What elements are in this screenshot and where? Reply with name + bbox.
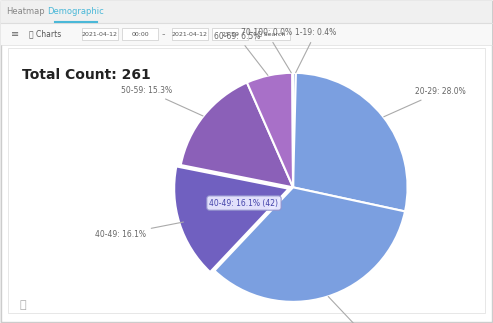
Text: 23:59: 23:59 [221, 32, 239, 36]
Text: 40-49: 16.1%: 40-49: 16.1% [95, 222, 183, 239]
Text: 1-19: 0.4%: 1-19: 0.4% [295, 28, 336, 73]
Wedge shape [181, 82, 293, 187]
Text: 20-29: 28.0%: 20-29: 28.0% [384, 87, 465, 117]
Wedge shape [293, 73, 296, 187]
Text: 40-49: 16.1% (42): 40-49: 16.1% (42) [210, 199, 279, 207]
Text: Total Count: 261: Total Count: 261 [22, 68, 151, 82]
Wedge shape [214, 187, 405, 302]
Wedge shape [174, 166, 289, 272]
Bar [172, 28, 208, 40]
Text: ⬛ Charts: ⬛ Charts [29, 29, 61, 38]
Text: 30-39: 33.7%: 30-39: 33.7% [328, 297, 390, 323]
Bar [82, 28, 118, 40]
Wedge shape [247, 73, 293, 187]
Text: 〜: 〜 [20, 300, 27, 310]
Text: Demographic: Demographic [47, 7, 104, 16]
Text: Heatmap: Heatmap [6, 7, 44, 16]
Bar [1, 23, 492, 45]
Text: 50-59: 15.3%: 50-59: 15.3% [121, 86, 203, 116]
Wedge shape [292, 73, 293, 187]
Text: 70-100: 0.0%: 70-100: 0.0% [242, 28, 292, 73]
Bar [122, 28, 158, 40]
Text: 🔍 Search: 🔍 Search [258, 31, 285, 37]
Text: ≡: ≡ [11, 29, 19, 39]
Text: 2021-04-12: 2021-04-12 [172, 32, 208, 36]
Text: 60-69: 6.5%: 60-69: 6.5% [214, 32, 268, 75]
Wedge shape [293, 73, 408, 212]
Text: -: - [161, 29, 165, 39]
Bar [255, 28, 290, 40]
Bar [212, 28, 248, 40]
Bar [1, 1, 492, 23]
Text: 00:00: 00:00 [131, 32, 149, 36]
Text: 2021-04-12: 2021-04-12 [82, 32, 118, 36]
Bar [8, 48, 485, 313]
